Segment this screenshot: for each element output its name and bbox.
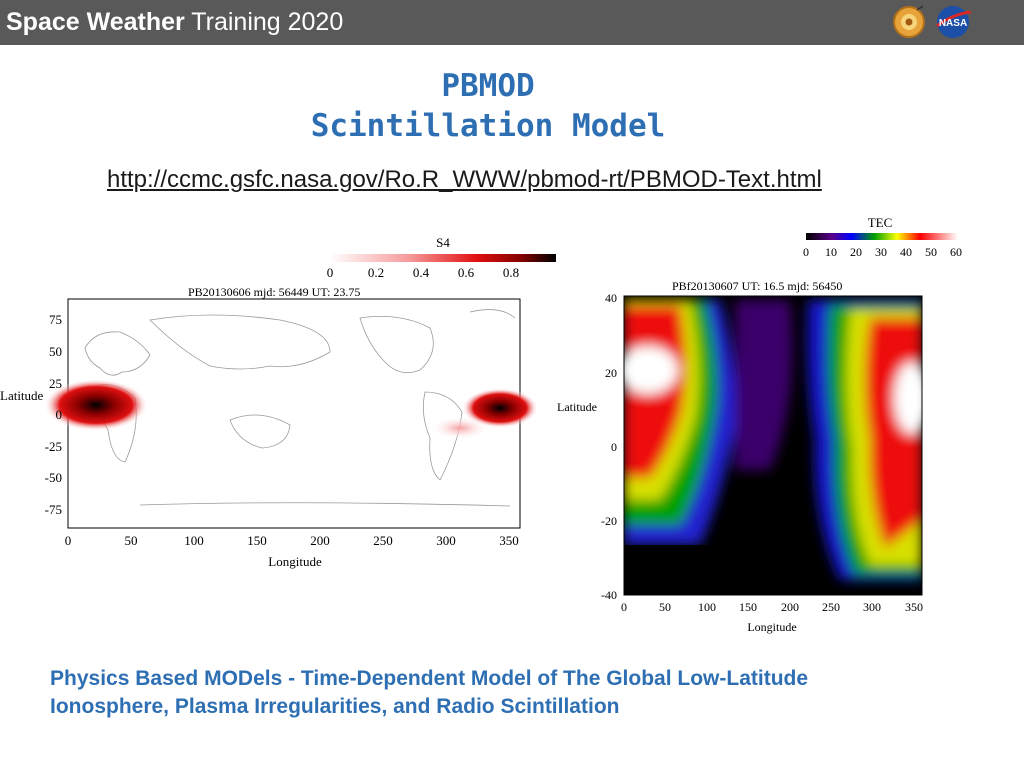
s4-xlabel: Longitude [268,554,322,569]
tec-colorbar-tick: 40 [900,245,912,259]
s4-xtick: 150 [247,533,267,548]
s4-ytick: 75 [49,312,62,327]
s4-ytick: -50 [45,470,62,485]
ccmc-logo [893,5,925,38]
tec-field [624,296,922,595]
tec-colorbar-tick: 20 [850,245,862,259]
tec-ytick: 20 [605,366,617,380]
s4-blob-east [462,388,538,428]
s4-blob-faint [430,416,490,440]
s4-xtick: 0 [65,533,72,548]
tec-xtick: 250 [822,600,840,614]
header-title-bold: Space Weather [6,8,185,36]
tec-ytick: -20 [601,514,617,528]
slide-title-line2: Scintillation Model [310,108,666,144]
slide-title-line1: PBMOD [441,68,535,104]
s4-xtick: 50 [125,533,138,548]
s4-colorbar [330,254,556,262]
s4-xtick: 200 [310,533,330,548]
tec-xticks: 0 50 100 150 200 250 300 350 [621,600,923,614]
model-url-link[interactable]: http://ccmc.gsfc.nasa.gov/Ro.R_WWW/pbmod… [107,166,822,193]
tec-plot-header: PBf20130607 UT: 16.5 mjd: 56450 [672,279,842,293]
tec-plot: TEC 0 10 20 30 40 50 60 PBf20130607 UT: … [557,215,962,634]
tec-xtick: 50 [659,600,671,614]
s4-colorbar-ticks: 0 0.2 0.4 0.6 0.8 [327,265,519,280]
tec-colorbar-label: TEC [868,215,893,230]
s4-scintillation-plot: S4 0 0.2 0.4 0.6 0.8 PB20130606 mjd: 564… [0,235,556,569]
s4-xticks: 0 50 100 150 200 250 300 350 [65,533,519,548]
tec-colorbar-tick: 60 [950,245,962,259]
s4-plot-header: PB20130606 mjd: 56449 UT: 23.75 [188,285,360,299]
caption-line2: Ionosphere, Plasma Irregularities, and R… [50,695,620,718]
nasa-logo: NASA [936,6,972,38]
tec-xtick: 100 [698,600,716,614]
tec-yticks: 40 20 0 -20 -40 [601,291,617,602]
tec-ytick: -40 [601,588,617,602]
s4-colorbar-tick: 0.6 [458,265,475,280]
header-title-rest: Training 2020 [184,8,344,36]
tec-colorbar-tick: 30 [875,245,887,259]
tec-colorbar-tick: 10 [825,245,837,259]
s4-xtick: 350 [499,533,519,548]
tec-map-frame [623,295,923,596]
slide-caption: Physics Based MODels - Time-Dependent Mo… [50,665,980,721]
s4-xtick: 100 [184,533,204,548]
tec-colorbar-tick: 50 [925,245,937,259]
header-bar: Space Weather Training 2020 NASA [0,0,1024,45]
s4-ytick: 0 [56,407,63,422]
tec-colorbar-tick: 0 [803,245,809,259]
tec-xtick: 200 [781,600,799,614]
s4-ytick: -25 [45,439,62,454]
tec-ytick: 40 [605,291,617,305]
tec-colorbar-ticks: 0 10 20 30 40 50 60 [803,245,962,259]
tec-ylabel: Latitude [557,400,597,414]
s4-xtick: 250 [373,533,393,548]
tec-xlabel: Longitude [747,620,796,634]
s4-colorbar-tick: 0.2 [368,265,384,280]
s4-colorbar-tick: 0.8 [503,265,519,280]
tec-xtick: 300 [863,600,881,614]
tec-ytick: 0 [611,440,617,454]
tec-xtick: 150 [739,600,757,614]
s4-ytick: 50 [49,344,62,359]
s4-ytick: 25 [49,376,62,391]
s4-colorbar-tick: 0.4 [413,265,430,280]
s4-yticks: 75 50 25 0 -25 -50 -75 [45,312,62,517]
tec-xtick: 0 [621,600,627,614]
tec-xtick: 350 [905,600,923,614]
s4-ytick: -75 [45,502,62,517]
s4-ylabel: Latitude [0,388,44,403]
caption-line1: Physics Based MODels - Time-Dependent Mo… [50,667,809,690]
s4-colorbar-tick: 0 [327,265,334,280]
tec-colorbar [806,233,958,240]
header-title: Space Weather Training 2020 [6,8,343,37]
svg-text:NASA: NASA [939,18,967,29]
s4-blob-west [44,379,148,431]
s4-xtick: 300 [436,533,456,548]
s4-colorbar-label: S4 [436,235,450,250]
